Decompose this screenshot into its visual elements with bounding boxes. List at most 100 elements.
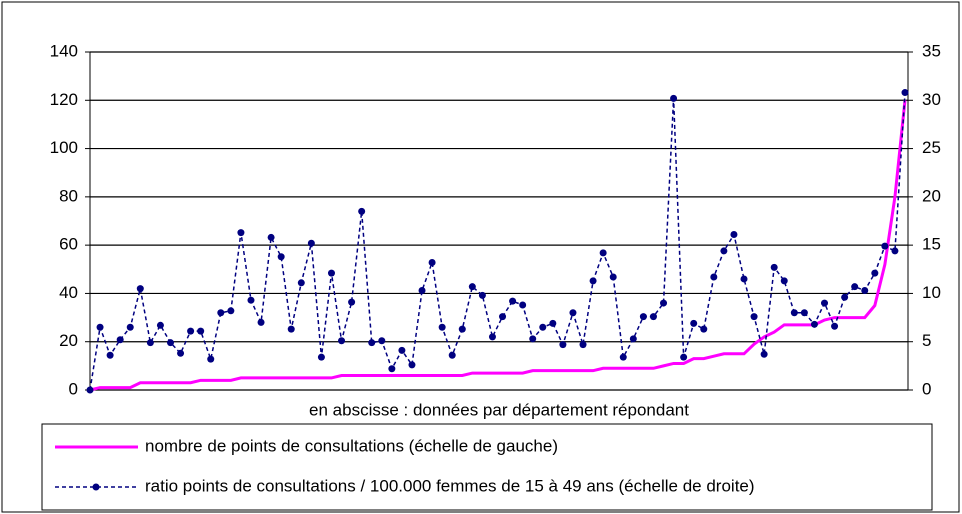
point xyxy=(317,353,325,361)
point xyxy=(267,233,275,241)
y2-tick-label: 35 xyxy=(922,41,941,60)
point xyxy=(649,313,657,321)
point xyxy=(307,239,315,247)
point xyxy=(86,386,94,394)
point xyxy=(831,322,839,330)
point xyxy=(368,339,376,347)
point xyxy=(438,323,446,331)
point xyxy=(146,339,154,347)
point xyxy=(217,309,225,317)
x-axis-label: en abscisse : données par département ré… xyxy=(309,400,689,419)
point xyxy=(207,355,215,363)
point xyxy=(197,327,205,335)
y-tick-label: 0 xyxy=(69,379,78,398)
point xyxy=(408,361,416,369)
point xyxy=(358,207,366,215)
point xyxy=(257,318,265,326)
point xyxy=(660,299,668,307)
point xyxy=(720,247,728,255)
legend-label: ratio points de consultations / 100.000 … xyxy=(145,476,755,495)
point xyxy=(609,273,617,281)
point xyxy=(277,253,285,261)
point xyxy=(338,337,346,345)
point xyxy=(136,285,144,293)
point xyxy=(670,94,678,102)
point xyxy=(448,351,456,359)
point xyxy=(740,275,748,283)
point xyxy=(881,242,889,250)
point xyxy=(770,263,778,271)
point xyxy=(810,320,818,328)
point xyxy=(680,353,688,361)
point xyxy=(579,341,587,349)
point xyxy=(619,353,627,361)
point xyxy=(428,259,436,267)
point xyxy=(539,323,547,331)
point xyxy=(509,297,517,305)
point xyxy=(478,291,486,299)
legend-box xyxy=(41,423,933,511)
point xyxy=(458,325,466,333)
y-tick-label: 40 xyxy=(59,283,78,302)
point xyxy=(730,231,738,239)
point xyxy=(177,349,185,357)
point xyxy=(156,321,164,329)
legend-marker xyxy=(92,483,100,491)
y2-tick-label: 15 xyxy=(922,235,941,254)
point xyxy=(559,341,567,349)
y2-tick-label: 10 xyxy=(922,283,941,302)
point xyxy=(780,277,788,285)
series-line xyxy=(89,100,907,392)
point xyxy=(327,269,335,277)
point xyxy=(187,327,195,335)
point xyxy=(388,365,396,373)
y2-tick-label: 5 xyxy=(922,331,931,350)
y-tick-label: 20 xyxy=(59,331,78,350)
legend-label: nombre de points de consultations (échel… xyxy=(145,436,558,455)
point xyxy=(589,277,597,285)
point xyxy=(629,335,637,343)
y-tick-label: 80 xyxy=(59,186,78,205)
y-tick-label: 60 xyxy=(59,235,78,254)
point xyxy=(750,313,758,321)
point xyxy=(529,335,537,343)
y2-tick-label: 0 xyxy=(922,379,931,398)
point xyxy=(549,319,557,327)
y2-tick-label: 25 xyxy=(922,138,941,157)
point xyxy=(871,269,879,277)
point xyxy=(348,298,356,306)
point xyxy=(901,89,909,97)
y2-tick-label: 20 xyxy=(922,186,941,205)
point xyxy=(851,283,859,291)
point xyxy=(378,337,386,345)
point xyxy=(468,283,476,291)
y2-tick-label: 30 xyxy=(922,90,941,109)
point xyxy=(800,309,808,317)
point xyxy=(126,323,134,331)
series-line xyxy=(89,92,906,391)
y-tick-label: 140 xyxy=(50,41,78,60)
point xyxy=(106,351,114,359)
point xyxy=(297,279,305,287)
point xyxy=(861,287,869,295)
point xyxy=(690,319,698,327)
point xyxy=(639,313,647,321)
point xyxy=(760,350,768,358)
point xyxy=(247,296,255,304)
point xyxy=(116,336,124,344)
point xyxy=(700,325,708,333)
point xyxy=(790,309,798,317)
point xyxy=(398,346,406,354)
point xyxy=(488,333,496,341)
point xyxy=(166,339,174,347)
point xyxy=(821,299,829,307)
y-tick-label: 100 xyxy=(50,138,78,157)
point xyxy=(96,323,104,331)
point xyxy=(710,273,718,281)
point xyxy=(418,287,426,295)
y-tick-label: 120 xyxy=(50,90,78,109)
point xyxy=(227,307,235,315)
point xyxy=(287,325,295,333)
point xyxy=(841,293,849,301)
